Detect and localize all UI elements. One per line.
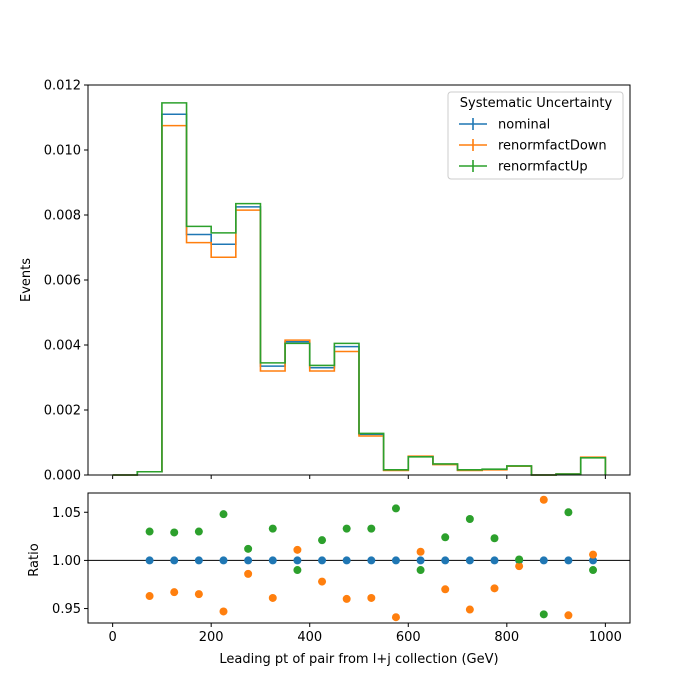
legend-label-renormfactDown: renormfactDown xyxy=(498,139,607,154)
ratio-point-nominal xyxy=(342,556,351,565)
ratio-y-tick-label: 1.00 xyxy=(52,554,81,569)
ratio-point-renormfactUp xyxy=(367,524,376,533)
ratio-point-renormfactUp xyxy=(589,566,598,575)
ratio-point-renormfactDown xyxy=(293,545,302,554)
ratio-point-renormfactUp xyxy=(219,510,228,519)
x-axis-label: Leading pt of pair from l+j collection (… xyxy=(219,652,498,667)
top-y-tick-label: 0.000 xyxy=(44,469,81,484)
ratio-x-tick-label: 0 xyxy=(108,630,116,645)
ratio-point-renormfactUp xyxy=(416,566,425,575)
ratio-y-axis-label: Ratio xyxy=(27,543,42,576)
ratio-point-renormfactUp xyxy=(293,566,302,575)
ratio-plot-panel: 0.95 1.00 1.05 0 200 400 600 800 1000 Ratio Lead… xyxy=(27,492,631,667)
ratio-point-renormfactDown xyxy=(318,577,327,586)
top-y-tick-label: 0.010 xyxy=(44,144,81,159)
ratio-point-nominal xyxy=(170,556,179,565)
ratio-point-renormfactDown xyxy=(391,613,400,622)
ratio-point-renormfactDown xyxy=(564,611,573,620)
ratio-point-renormfactUp xyxy=(170,528,179,537)
top-y-tick-label: 0.006 xyxy=(44,274,81,289)
ratio-y-tick-label: 0.95 xyxy=(52,602,81,617)
ratio-point-nominal xyxy=(539,556,548,565)
ratio-point-renormfactUp xyxy=(244,544,253,553)
ratio-y-tick-label: 1.05 xyxy=(52,506,81,521)
ratio-point-nominal xyxy=(293,556,302,565)
ratio-point-nominal xyxy=(416,556,425,565)
ratio-point-renormfactDown xyxy=(589,550,598,559)
ratio-x-tick-label: 1000 xyxy=(589,630,622,645)
ratio-axes-frame xyxy=(87,492,631,624)
ratio-ticks-group: 0.95 1.00 1.05 0 200 400 600 800 1000 xyxy=(52,506,622,645)
ratio-point-nominal xyxy=(244,556,253,565)
ratio-point-nominal xyxy=(219,556,228,565)
ratio-point-renormfactDown xyxy=(539,495,548,504)
ratio-x-tick-label: 800 xyxy=(494,630,519,645)
ratio-point-renormfactDown xyxy=(145,592,154,601)
ratio-point-renormfactUp xyxy=(441,533,450,542)
ratio-point-nominal xyxy=(318,556,327,565)
ratio-point-renormfactDown xyxy=(416,547,425,556)
ratio-point-renormfactDown xyxy=(219,607,228,616)
top-y-tick-label: 0.008 xyxy=(44,209,81,224)
ratio-point-renormfactDown xyxy=(515,562,524,571)
top-histogram-group xyxy=(112,102,607,476)
top-axes-frame xyxy=(87,84,631,476)
ratio-point-renormfactUp xyxy=(490,534,499,543)
legend-box xyxy=(447,91,624,180)
ratio-point-nominal xyxy=(194,556,203,565)
ratio-point-nominal xyxy=(441,556,450,565)
legend: Systematic Uncertainty nominal renormfact… xyxy=(447,91,624,180)
ratio-point-renormfactUp xyxy=(145,527,154,536)
top-y-tick-label: 0.002 xyxy=(44,404,81,419)
ratio-point-renormfactUp xyxy=(342,524,351,533)
legend-title: Systematic Uncertainty xyxy=(460,96,613,111)
ratio-point-renormfactDown xyxy=(441,585,450,594)
ratio-point-renormfactDown xyxy=(490,584,499,593)
ratio-point-renormfactUp xyxy=(515,555,524,564)
ratio-point-renormfactDown xyxy=(465,605,474,614)
ratio-point-nominal xyxy=(268,556,277,565)
ratio-point-nominal xyxy=(465,556,474,565)
ratio-point-nominal xyxy=(145,556,154,565)
ratio-point-renormfactUp xyxy=(391,504,400,513)
ratio-point-nominal xyxy=(391,556,400,565)
ratio-point-nominal xyxy=(564,556,573,565)
ratio-point-renormfactUp xyxy=(194,527,203,536)
ratio-point-nominal xyxy=(490,556,499,565)
histogram-renormfactUp xyxy=(112,102,607,476)
ratio-point-nominal xyxy=(367,556,376,565)
top-y-tick-label: 0.004 xyxy=(44,339,81,354)
main-plot-panel: 0.000 0.002 0.004 0.006 0.008 0.010 0.012 Even… xyxy=(19,79,631,484)
ratio-x-tick-label: 200 xyxy=(199,630,224,645)
legend-entries: nominal renormfactDown renormfactUp xyxy=(459,118,607,175)
ratio-point-renormfactUp xyxy=(465,515,474,523)
ratio-point-renormfactDown xyxy=(244,569,253,578)
top-ticks-group: 0.000 0.002 0.004 0.006 0.008 0.010 0.012 xyxy=(44,79,606,484)
ratio-point-renormfactUp xyxy=(564,508,573,517)
top-y-tick-label: 0.012 xyxy=(44,79,81,94)
legend-label-renormfactUp: renormfactUp xyxy=(498,160,588,175)
legend-label-nominal: nominal xyxy=(498,118,550,133)
ratio-point-renormfactDown xyxy=(367,593,376,602)
ratio-x-tick-label: 600 xyxy=(396,630,421,645)
ratio-x-tick-label: 400 xyxy=(297,630,322,645)
ratio-point-renormfactUp xyxy=(268,524,277,533)
top-y-axis-label: Events xyxy=(19,258,34,302)
ratio-point-renormfactDown xyxy=(194,590,203,599)
ratio-point-nominal xyxy=(589,556,598,565)
ratio-point-renormfactDown xyxy=(170,588,179,597)
ratio-points-group xyxy=(145,495,598,622)
ratio-point-renormfactUp xyxy=(539,610,548,619)
ratio-point-renormfactUp xyxy=(318,536,327,545)
ratio-point-renormfactDown xyxy=(268,593,277,602)
ratio-point-renormfactDown xyxy=(342,594,351,603)
